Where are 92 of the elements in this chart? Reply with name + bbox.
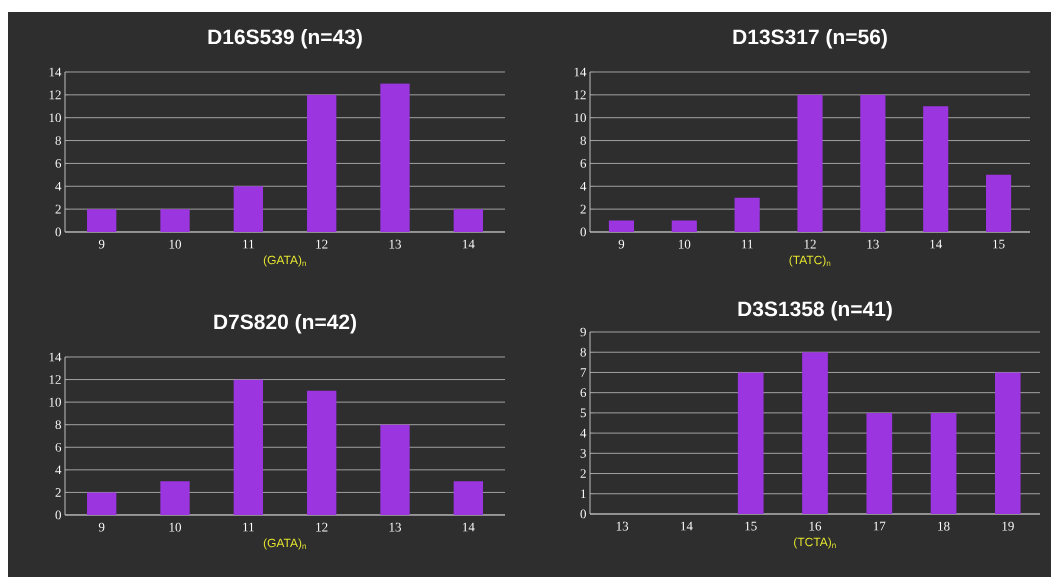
y-tick-label: 14 [574, 67, 587, 77]
y-tick-label: 12 [49, 375, 61, 384]
y-tick-label: 8 [55, 136, 61, 145]
bar [995, 372, 1021, 514]
y-tick-label: 4 [55, 465, 62, 475]
bar [986, 174, 1012, 232]
bar [453, 481, 483, 515]
bar [734, 197, 760, 232]
bar [87, 209, 117, 232]
bar [671, 220, 697, 232]
x-tick-label: 17 [873, 521, 886, 531]
y-tick-label: 10 [49, 397, 61, 407]
y-tick-label: 6 [580, 159, 587, 168]
bar [453, 209, 483, 232]
x-tick-label: 15 [745, 521, 757, 531]
x-tick-label: 12 [316, 239, 328, 249]
y-tick-label: 7 [580, 368, 587, 377]
y-tick-label: 0 [580, 227, 586, 237]
x-axis-title: (GATA)$_{n}$ [263, 538, 306, 550]
x-tick-label: 16 [809, 521, 822, 531]
y-tick-label: 6 [55, 159, 62, 168]
bar [307, 390, 337, 515]
x-axis-title: (TCTA)$_{n}$ [794, 537, 836, 549]
x-tick-label: 12 [316, 522, 328, 532]
y-tick-label: 1 [581, 489, 586, 499]
y-tick-label: 0 [55, 227, 61, 237]
x-tick-label: 9 [98, 239, 105, 249]
x-tick-label: 11 [243, 239, 254, 249]
x-tick-label: 13 [867, 239, 879, 249]
y-tick-label: 2 [580, 469, 586, 478]
x-tick-label: 10 [169, 522, 182, 532]
y-tick-label: 12 [574, 90, 586, 100]
x-tick-label: 14 [930, 239, 943, 249]
x-tick-label: 10 [169, 239, 182, 249]
y-tick-label: 6 [580, 388, 587, 398]
x-tick-label: 14 [462, 239, 475, 249]
bar [160, 481, 190, 515]
x-tick-label: 18 [938, 521, 950, 531]
x-tick-label: 11 [742, 239, 753, 249]
x-tick-label: 9 [618, 239, 625, 249]
x-tick-label: 19 [1002, 521, 1014, 531]
y-tick-label: 4 [580, 428, 587, 438]
x-tick-label: 14 [462, 522, 475, 532]
y-tick-label: 2 [55, 204, 61, 214]
y-tick-label: 10 [574, 113, 586, 123]
bar [802, 352, 828, 514]
bar [380, 83, 410, 232]
x-tick-label: 13 [616, 521, 629, 531]
chart-title: D3S1358 (n=41) [738, 300, 892, 321]
x-tick-label: 11 [243, 522, 254, 532]
y-tick-label: 5 [580, 408, 586, 418]
y-tick-label: 14 [49, 67, 62, 77]
bar [87, 492, 117, 515]
chart-title: D7S820 (n=42) [214, 313, 356, 334]
bar [233, 379, 264, 515]
y-tick-label: 10 [49, 113, 61, 123]
y-tick-label: 8 [580, 347, 586, 357]
chart-title: D13S317 (n=56) [733, 28, 887, 49]
bar [930, 412, 957, 514]
y-tick-label: 2 [55, 488, 61, 497]
bar [608, 220, 635, 232]
y-tick-label: 6 [55, 442, 62, 452]
x-tick-label: 13 [389, 522, 401, 532]
x-tick-label: 15 [993, 239, 1005, 249]
y-tick-label: 12 [49, 90, 61, 100]
chart-title: D16S539 (n=43) [208, 28, 362, 49]
x-axis-title: (TATC)$_{n}$ [789, 255, 831, 267]
y-tick-label: 3 [580, 448, 586, 458]
x-tick-label: 12 [804, 239, 816, 249]
bar [380, 424, 410, 515]
y-tick-label: 4 [580, 181, 587, 191]
x-axis-title: (GATA)$_{n}$ [263, 255, 306, 267]
y-tick-label: 2 [580, 204, 586, 214]
bar [160, 209, 190, 232]
y-tick-label: 4 [55, 181, 62, 191]
bar [737, 372, 764, 514]
x-tick-label: 10 [678, 239, 691, 249]
y-tick-label: 0 [580, 509, 586, 519]
x-tick-label: 13 [389, 239, 401, 249]
bar [797, 94, 823, 232]
bar [307, 94, 337, 232]
y-tick-label: 9 [580, 327, 586, 337]
y-tick-label: 0 [55, 510, 61, 520]
bar [923, 106, 949, 232]
x-tick-label: 9 [98, 522, 105, 532]
y-tick-label: 8 [580, 136, 586, 145]
y-tick-label: 14 [49, 352, 62, 362]
x-tick-label: 14 [681, 521, 693, 531]
bar [233, 186, 264, 232]
bar [860, 94, 886, 232]
bar [866, 412, 893, 514]
y-tick-label: 8 [55, 420, 61, 430]
